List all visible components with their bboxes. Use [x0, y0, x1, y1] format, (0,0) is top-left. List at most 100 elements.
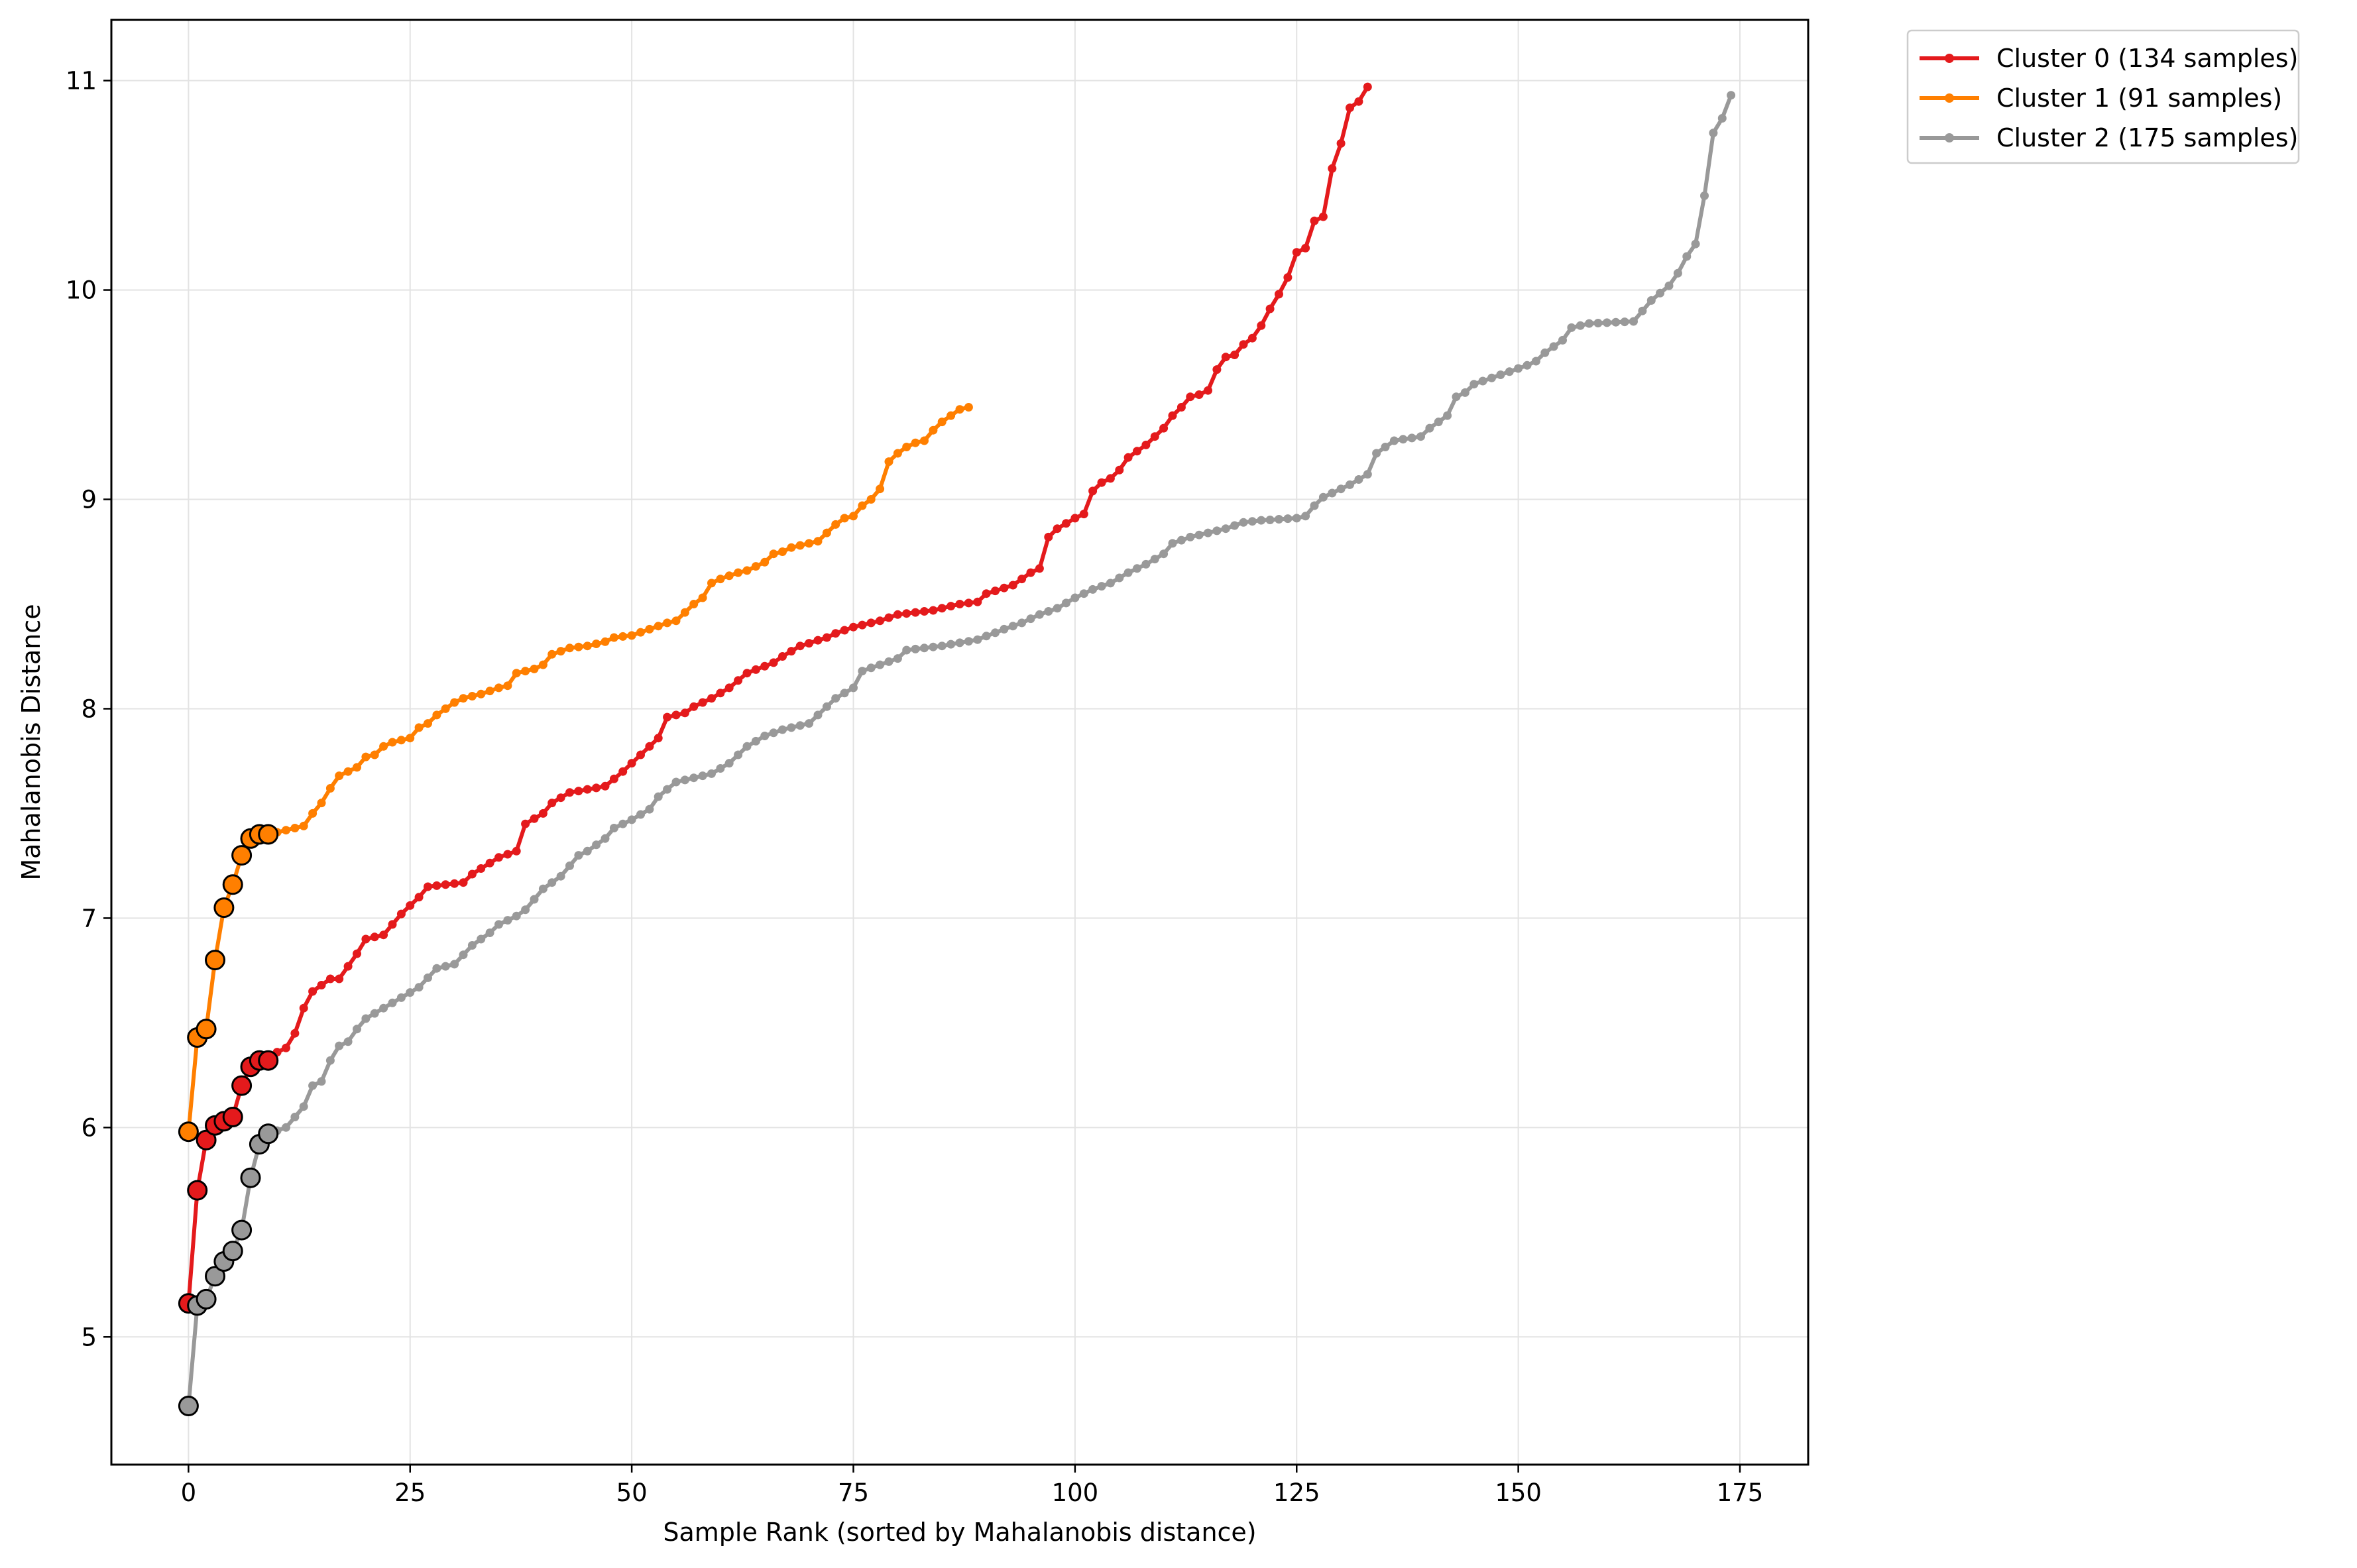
data-point	[849, 683, 858, 693]
data-point	[654, 622, 663, 631]
data-point	[813, 537, 823, 546]
data-point	[1265, 516, 1275, 524]
data-point	[1496, 370, 1505, 379]
data-point	[1328, 164, 1337, 173]
data-point	[317, 799, 326, 808]
data-point	[689, 773, 699, 783]
data-point	[1239, 340, 1248, 349]
data-point	[636, 628, 645, 637]
data-point	[1017, 618, 1027, 628]
y-axis-label: Mahalanobis Distance	[17, 604, 46, 880]
data-point	[494, 920, 503, 929]
data-point	[282, 1123, 290, 1132]
data-point	[787, 543, 796, 552]
data-point	[698, 593, 707, 602]
data-point	[1097, 582, 1106, 591]
data-point	[556, 647, 565, 656]
data-point	[574, 642, 583, 651]
x-tick-label: 150	[1495, 1479, 1542, 1507]
data-point	[592, 783, 601, 793]
data-point	[1062, 598, 1070, 608]
y-tick-label: 5	[81, 1323, 97, 1351]
data-point	[1247, 517, 1257, 526]
data-point	[370, 1009, 379, 1018]
data-point	[1115, 573, 1124, 583]
data-point	[565, 644, 574, 653]
data-point	[1389, 436, 1399, 445]
data-point	[1310, 501, 1319, 510]
data-point	[964, 598, 973, 608]
data-point	[530, 895, 539, 904]
data-point	[813, 710, 823, 720]
data-point	[609, 774, 618, 783]
data-point	[424, 882, 432, 891]
highlighted-point	[187, 1180, 208, 1201]
data-point	[1257, 321, 1266, 330]
highlighted-point	[205, 950, 225, 971]
data-point	[1505, 367, 1514, 376]
x-tick-label: 50	[616, 1479, 648, 1507]
data-point	[787, 723, 796, 732]
data-point	[831, 520, 840, 529]
data-point	[592, 840, 601, 850]
data-point	[1469, 380, 1479, 389]
data-point	[459, 694, 468, 703]
series-layer	[178, 82, 1736, 1416]
data-point	[1035, 564, 1044, 573]
data-point	[955, 638, 964, 647]
data-point	[414, 723, 424, 732]
highlighted-point	[222, 1241, 243, 1262]
data-point	[1346, 103, 1354, 113]
data-point	[574, 851, 583, 860]
data-point	[1549, 342, 1558, 351]
data-point	[1230, 521, 1239, 530]
data-point	[671, 616, 681, 626]
y-tick-label: 11	[66, 67, 97, 95]
x-tick-label: 75	[838, 1479, 869, 1507]
data-point	[716, 575, 725, 584]
data-point	[876, 616, 885, 626]
legend-marker	[1945, 54, 1954, 63]
data-point	[521, 905, 530, 915]
data-point	[680, 708, 689, 718]
data-point	[450, 960, 459, 969]
data-point	[512, 911, 521, 921]
data-point	[680, 608, 689, 617]
data-point	[742, 566, 752, 575]
data-point	[556, 793, 565, 803]
data-point	[406, 988, 415, 997]
data-point	[450, 698, 459, 707]
data-point	[805, 719, 814, 728]
y-tick-label: 7	[81, 904, 97, 932]
data-point	[902, 609, 911, 618]
data-point	[1558, 335, 1567, 345]
data-point	[396, 736, 406, 745]
data-point	[716, 764, 725, 773]
data-point	[920, 644, 929, 653]
highlighted-point	[240, 1167, 261, 1188]
data-point	[751, 562, 760, 571]
y-axis: 5 6 7 8 9 10 11	[66, 67, 111, 1351]
y-tick-label: 8	[81, 695, 97, 723]
data-point	[751, 736, 760, 746]
data-point	[663, 618, 672, 628]
data-point	[920, 607, 929, 616]
grid	[111, 20, 1808, 1465]
data-point	[1000, 624, 1009, 634]
data-point	[450, 879, 459, 888]
data-point	[353, 763, 361, 772]
data-point	[636, 750, 645, 759]
data-point	[1168, 539, 1177, 548]
data-point	[1336, 139, 1346, 148]
data-point	[1053, 524, 1062, 533]
data-point	[840, 689, 849, 698]
data-point	[1194, 530, 1204, 539]
data-point	[955, 600, 964, 608]
data-point	[1008, 581, 1017, 590]
data-point	[1691, 239, 1700, 249]
data-point	[424, 719, 432, 728]
highlighted-point	[196, 1129, 217, 1150]
data-point	[760, 557, 770, 567]
legend-label: Cluster 1 (91 samples)	[1996, 84, 2282, 113]
data-point	[467, 941, 477, 950]
